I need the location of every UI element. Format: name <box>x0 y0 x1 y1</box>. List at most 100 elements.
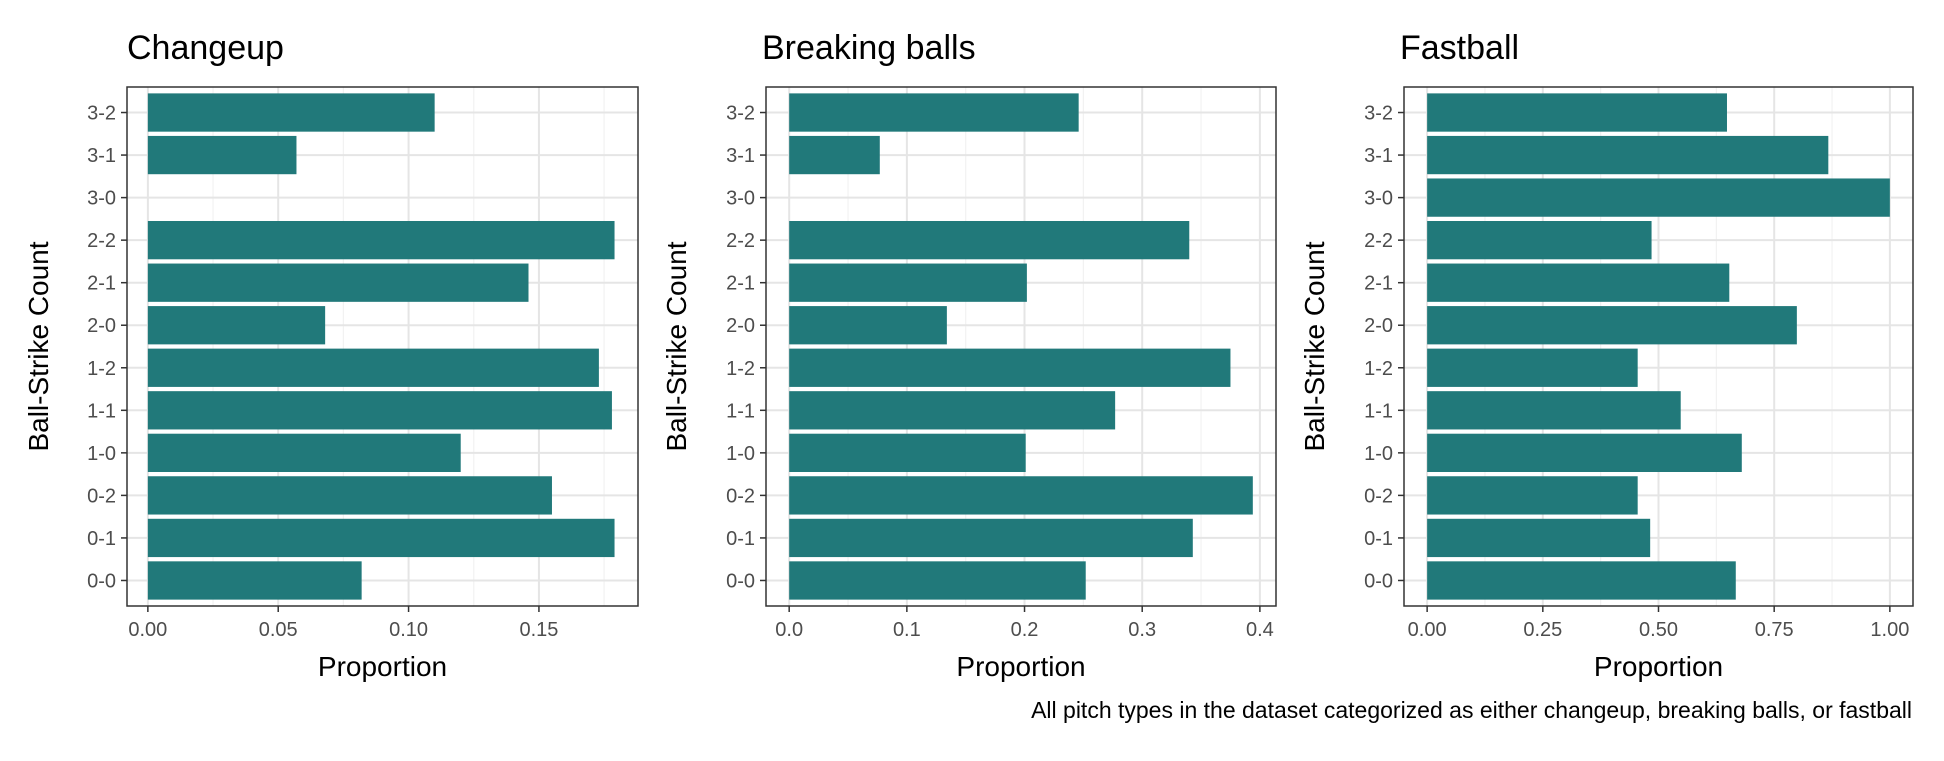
x-tick-label: 0.4 <box>1246 619 1274 641</box>
bar-2-2 <box>789 221 1190 260</box>
bar-0-1 <box>1427 518 1651 558</box>
bar-2-0 <box>147 306 326 345</box>
y-tick-label: 3-1 <box>1364 145 1393 167</box>
bar-2-1 <box>147 263 529 302</box>
x-axis-title: Proportion <box>318 651 447 682</box>
panel-1: 0-0 0-1 0-2 1-0 1-1 1-2 2-0 2-1 2-2 3-0 3-1 3-2 0.00… <box>23 29 639 682</box>
y-tick-label: 3-1 <box>87 145 116 167</box>
y-axis-title: Ball-Strike Count <box>1299 241 1330 451</box>
bar-0-2 <box>147 476 552 515</box>
y-tick-label: 3-1 <box>726 145 755 167</box>
y-tick-label: 2-2 <box>1364 230 1393 252</box>
y-tick-label: 0-2 <box>1364 485 1393 507</box>
y-tick-label: 0-0 <box>726 570 755 592</box>
y-tick-label: 0-2 <box>726 485 755 507</box>
y-tick-label: 1-1 <box>726 400 755 422</box>
y-tick-label: 1-1 <box>87 400 116 422</box>
x-axis-title: Proportion <box>956 651 1085 682</box>
panel-title: Fastball <box>1400 29 1519 67</box>
bar-1-0 <box>147 433 461 472</box>
y-tick-label: 2-0 <box>87 315 116 337</box>
bar-0-0 <box>147 561 362 600</box>
y-tick-label: 0-1 <box>1364 528 1393 550</box>
bar-1-1 <box>789 391 1116 430</box>
bar-0-0 <box>789 561 1086 600</box>
x-tick-label: 0.3 <box>1128 619 1156 641</box>
bar-1-2 <box>147 348 599 387</box>
y-tick-label: 0-1 <box>87 528 116 550</box>
bar-3-2 <box>1427 93 1727 132</box>
x-tick-label: 0.25 <box>1523 619 1562 641</box>
x-axis-title: Proportion <box>1594 651 1723 682</box>
panel-title: Changeup <box>127 29 284 67</box>
x-tick-label: 0.1 <box>893 619 921 641</box>
bar-2-2 <box>1427 221 1652 260</box>
x-tick-label: 0.10 <box>389 619 428 641</box>
y-tick-label: 0-0 <box>87 570 116 592</box>
bar-0-1 <box>147 518 615 558</box>
y-tick-label: 1-1 <box>1364 400 1393 422</box>
x-tick-label: 0.00 <box>1408 619 1447 641</box>
y-tick-label: 2-1 <box>1364 273 1393 295</box>
panel-3: 0-0 0-1 0-2 1-0 1-1 1-2 2-0 2-1 2-2 3-0 3-1 3-2 0.00… <box>1299 29 1914 682</box>
bar-1-0 <box>789 433 1026 472</box>
bar-3-1 <box>147 135 297 175</box>
y-tick-label: 1-0 <box>87 443 116 465</box>
bar-0-2 <box>1427 476 1638 515</box>
y-axis-title: Ball-Strike Count <box>23 241 54 451</box>
y-tick-label: 1-0 <box>726 443 755 465</box>
y-tick-label: 2-1 <box>87 273 116 295</box>
y-tick-label: 0-0 <box>1364 570 1393 592</box>
y-tick-label: 2-2 <box>87 230 116 252</box>
x-tick-label: 0.50 <box>1639 619 1678 641</box>
bar-2-1 <box>1427 263 1730 302</box>
bar-0-2 <box>789 476 1253 515</box>
bar-2-2 <box>147 221 615 260</box>
y-tick-label: 1-2 <box>1364 358 1393 380</box>
y-tick-label: 2-0 <box>1364 315 1393 337</box>
y-tick-label: 2-0 <box>726 315 755 337</box>
bar-1-2 <box>1427 348 1638 387</box>
x-tick-label: 0.15 <box>519 619 558 641</box>
bar-0-0 <box>1427 561 1736 600</box>
bar-3-1 <box>789 135 880 175</box>
bar-3-1 <box>1427 135 1829 175</box>
bar-1-0 <box>1427 433 1742 472</box>
bar-3-2 <box>789 93 1079 132</box>
x-tick-label: 0.2 <box>1011 619 1039 641</box>
y-tick-label: 0-1 <box>726 528 755 550</box>
y-tick-label: 1-2 <box>87 358 116 380</box>
figure-caption: All pitch types in the dataset categoriz… <box>1031 697 1912 723</box>
x-tick-label: 0.0 <box>775 619 803 641</box>
x-tick-label: 1.00 <box>1870 619 1909 641</box>
bar-1-2 <box>789 348 1231 387</box>
y-tick-label: 0-2 <box>87 485 116 507</box>
x-tick-label: 0.00 <box>128 619 167 641</box>
y-axis-title: Ball-Strike Count <box>661 241 692 451</box>
y-tick-label: 3-0 <box>1364 188 1393 210</box>
panel-border <box>126 86 639 607</box>
bar-2-0 <box>789 306 947 345</box>
y-tick-label: 1-0 <box>1364 443 1393 465</box>
bar-2-1 <box>789 263 1027 302</box>
bar-3-0 <box>1427 178 1890 217</box>
panel-title: Breaking balls <box>762 29 976 67</box>
bar-1-1 <box>1427 391 1681 430</box>
y-tick-label: 1-2 <box>726 358 755 380</box>
panel-border <box>765 86 1277 607</box>
y-tick-label: 3-0 <box>87 188 116 210</box>
y-tick-label: 3-2 <box>1364 103 1393 125</box>
y-tick-label: 3-2 <box>87 103 116 125</box>
x-tick-label: 0.75 <box>1755 619 1794 641</box>
bar-1-1 <box>147 391 612 430</box>
y-tick-label: 3-0 <box>726 188 755 210</box>
bar-3-2 <box>147 93 435 132</box>
panel-2: 0-0 0-1 0-2 1-0 1-1 1-2 2-0 2-1 2-2 3-0 3-1 3-2 0.0 0… <box>661 29 1277 682</box>
x-tick-label: 0.05 <box>259 619 298 641</box>
y-tick-label: 3-2 <box>726 103 755 125</box>
bar-2-0 <box>1427 306 1797 345</box>
y-tick-label: 2-2 <box>726 230 755 252</box>
y-tick-label: 2-1 <box>726 273 755 295</box>
